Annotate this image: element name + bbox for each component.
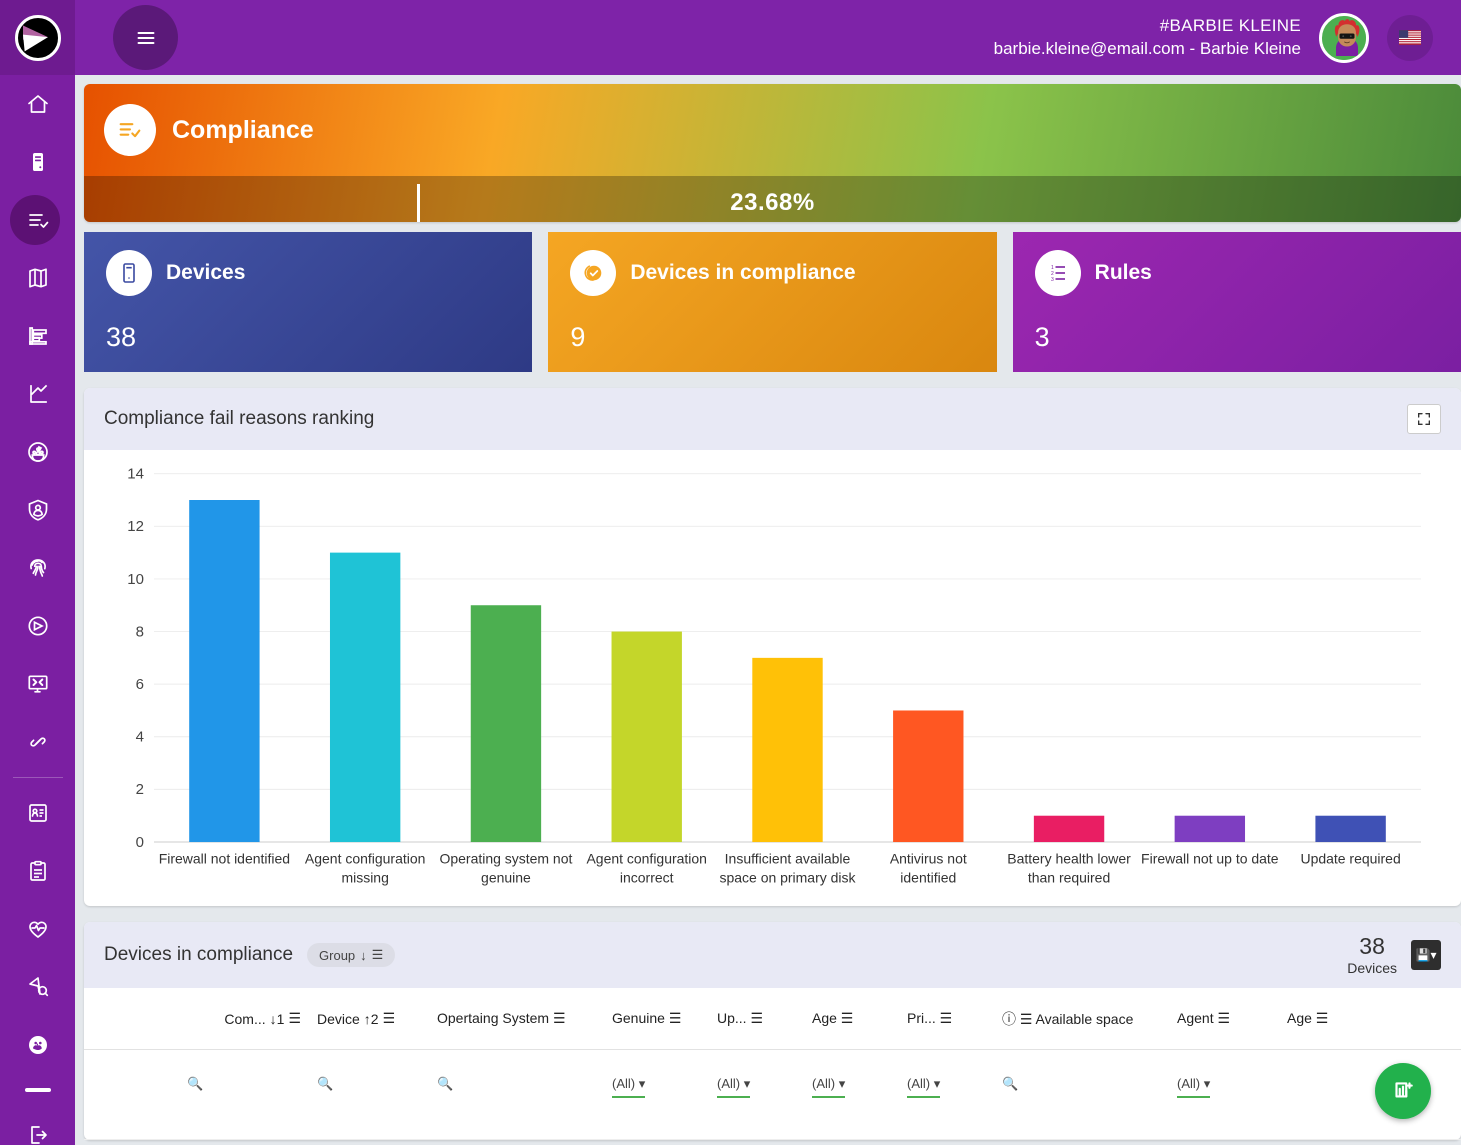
svg-text:Agent configuration: Agent configuration bbox=[305, 852, 425, 867]
svg-text:Update required: Update required bbox=[1300, 852, 1400, 867]
svg-text:Agent configuration: Agent configuration bbox=[586, 852, 706, 867]
svg-text:Battery health lower: Battery health lower bbox=[1007, 852, 1131, 867]
svg-text:8: 8 bbox=[136, 625, 144, 641]
svg-text:than required: than required bbox=[1028, 871, 1110, 886]
svg-text:incorrect: incorrect bbox=[620, 871, 674, 886]
svg-text:space on primary disk: space on primary disk bbox=[720, 871, 856, 886]
svg-text:Firewall not up to date: Firewall not up to date bbox=[1141, 852, 1279, 867]
svg-text:Operating system not: Operating system not bbox=[440, 852, 573, 867]
svg-text:missing: missing bbox=[341, 871, 388, 886]
svg-text:12: 12 bbox=[127, 519, 144, 535]
svg-text:6: 6 bbox=[136, 677, 144, 693]
svg-text:identified: identified bbox=[900, 871, 956, 886]
svg-text:2: 2 bbox=[136, 782, 144, 798]
svg-text:4: 4 bbox=[136, 730, 144, 746]
svg-text:14: 14 bbox=[127, 467, 144, 483]
svg-text:Antivirus not: Antivirus not bbox=[890, 852, 967, 867]
svg-text:Firewall not identified: Firewall not identified bbox=[159, 852, 290, 867]
svg-text:10: 10 bbox=[127, 572, 144, 588]
svg-text:3: 3 bbox=[1051, 277, 1054, 283]
svg-text:0: 0 bbox=[136, 835, 144, 851]
svg-text:Insufficient available: Insufficient available bbox=[725, 852, 851, 867]
svg-text:genuine: genuine bbox=[481, 871, 531, 886]
